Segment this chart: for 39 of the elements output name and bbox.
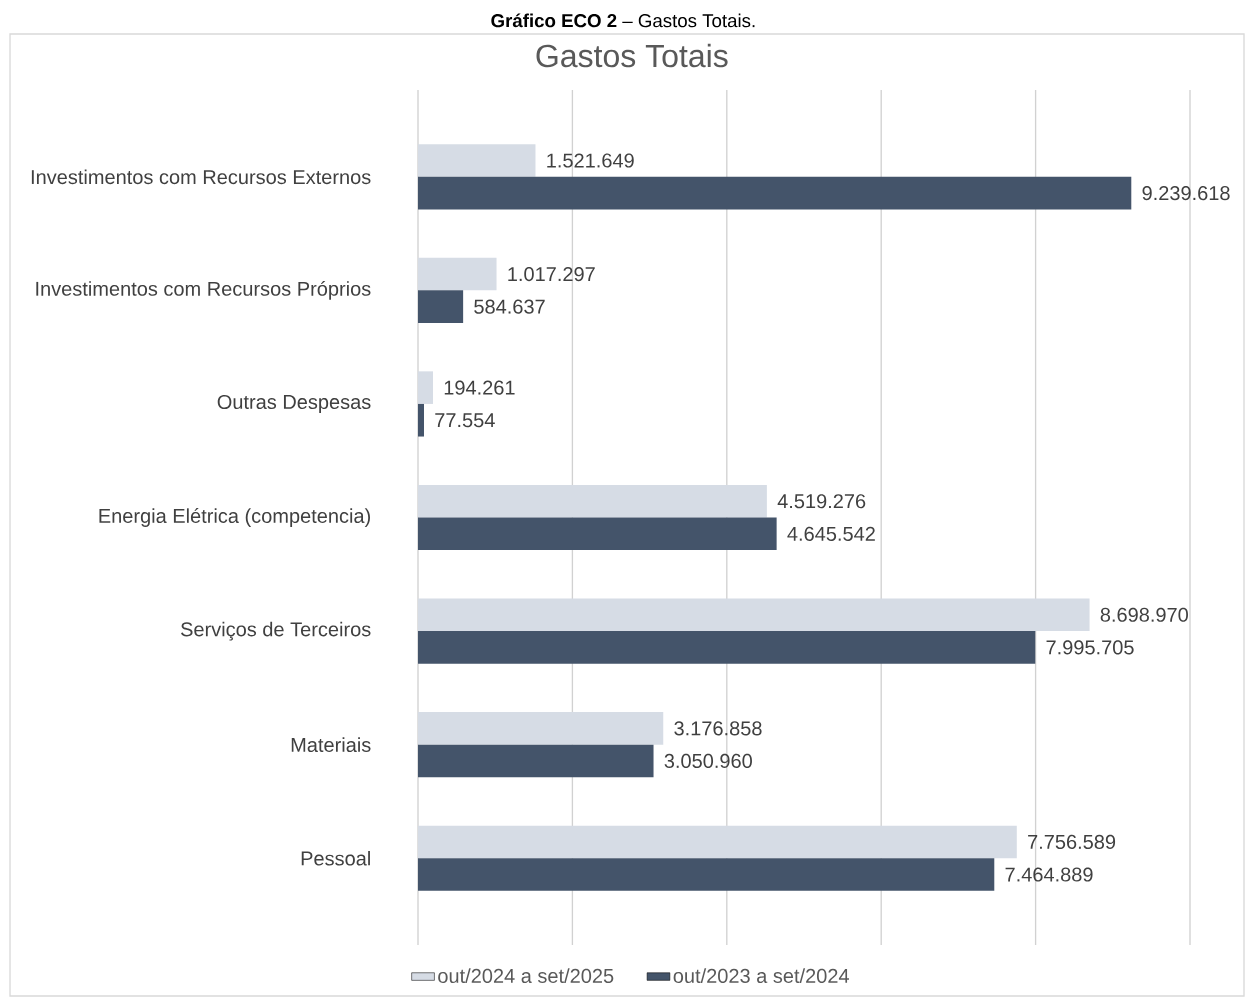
data-label: 4.645.542 xyxy=(787,526,875,541)
data-label: 77.554 xyxy=(435,413,495,428)
data-label: 3.050.960 xyxy=(664,753,752,769)
bar xyxy=(418,517,777,551)
data-label: 1.017.297 xyxy=(508,266,595,282)
bar xyxy=(418,257,497,291)
bar xyxy=(418,176,1132,210)
data-label: 194.261 xyxy=(444,380,515,395)
y-tick-label: Serviços de Terceiros xyxy=(181,621,371,641)
data-label: 4.519.276 xyxy=(777,494,866,509)
legend-label: out/2023 a set/2024 xyxy=(673,968,849,983)
legend-label: out/2024 a set/2025 xyxy=(438,968,614,983)
y-tick-label: Energia Elétrica (competencia) xyxy=(99,508,370,527)
y-tick-label: Investimentos com Recursos Externos xyxy=(31,169,371,185)
chart-title: Gastos Totais xyxy=(536,43,728,68)
data-label: 7.464.889 xyxy=(1005,867,1093,882)
bar xyxy=(418,290,464,323)
data-label: 7.995.705 xyxy=(1046,640,1134,655)
y-tick-label: Materiais xyxy=(291,737,371,752)
bar xyxy=(418,403,424,437)
data-label: 1.521.649 xyxy=(547,153,634,168)
data-label: 9.239.618 xyxy=(1142,186,1230,201)
bar xyxy=(418,371,433,404)
bar xyxy=(418,598,1090,632)
text: Gráfico ECO 2 – Gastos Totais. xyxy=(491,13,755,28)
data-label: 584.637 xyxy=(474,299,545,314)
data-label: 7.756.589 xyxy=(1028,834,1116,849)
bar xyxy=(418,144,536,177)
y-tick-label: Outras Despesas xyxy=(217,394,371,413)
y-tick-label: Pessoal xyxy=(301,850,370,866)
bar xyxy=(418,858,995,891)
data-label: 8.698.970 xyxy=(1100,607,1188,622)
y-tick-label: Investimentos com Recursos Próprios xyxy=(36,280,371,300)
bar xyxy=(418,744,654,778)
bar xyxy=(418,631,1036,664)
bar xyxy=(418,484,767,518)
bar xyxy=(418,825,1017,859)
data-label: 3.176.858 xyxy=(674,721,762,736)
bar xyxy=(418,712,664,745)
